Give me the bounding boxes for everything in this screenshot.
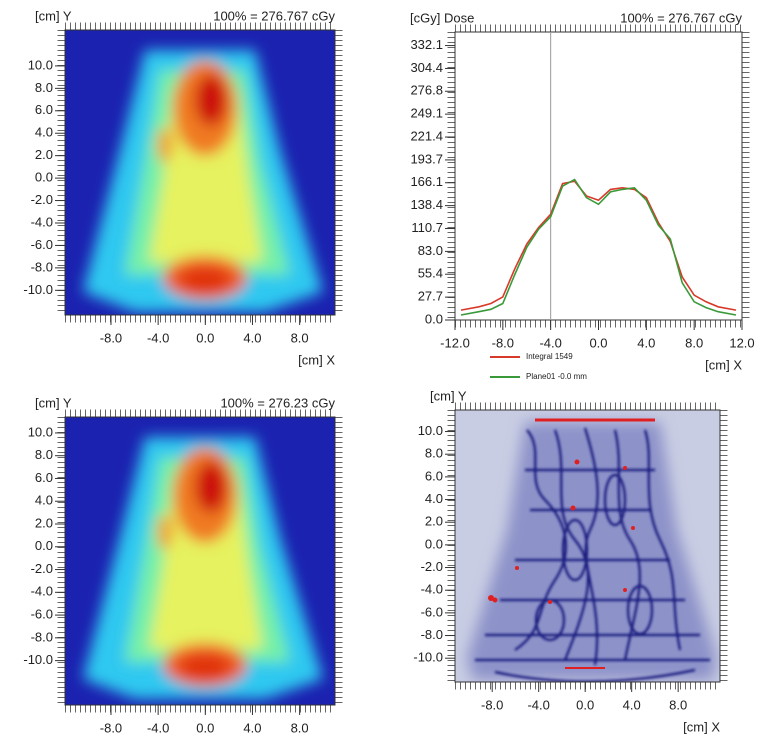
- y-tick-label: -2.0: [421, 559, 443, 574]
- x-tick-label: 12.0: [729, 335, 754, 350]
- y-tick-label: 8.0: [35, 80, 53, 95]
- x-tick-label: 8.0: [669, 697, 687, 712]
- gamma-map: [455, 410, 720, 682]
- plot-frame: [64, 416, 336, 706]
- x-axis-label: [cm] X: [298, 352, 335, 367]
- y-axis-label: [cm] Y: [35, 395, 72, 410]
- annotation: 100% = 276.767 cGy: [213, 8, 335, 23]
- y-tick-label: 2.0: [35, 147, 53, 162]
- annotation: 100% = 276.23 cGy: [220, 395, 335, 410]
- x-tick-label: -8.0: [100, 720, 122, 735]
- y-tick-label: -4.0: [31, 214, 53, 229]
- y-tick-label: 10.0: [28, 424, 53, 439]
- y-tick-label: 276.8: [410, 83, 443, 98]
- y-tick-label: 83.0: [418, 243, 443, 258]
- plot-frame: [454, 31, 743, 321]
- y-tick-label: -10.0: [23, 282, 53, 297]
- x-tick-label: 4.0: [243, 720, 261, 735]
- x-tick-label: 4.0: [637, 335, 655, 350]
- y-tick-label: 332.1: [410, 37, 443, 52]
- y-tick-label: 0.0: [35, 170, 53, 185]
- y-tick-label: 0.0: [35, 538, 53, 553]
- x-tick-label: -4.0: [147, 720, 169, 735]
- y-tick-label: -6.0: [31, 237, 53, 252]
- x-tick-label: 0.0: [196, 330, 214, 345]
- plot-frame: [64, 29, 336, 316]
- y-axis-label: [cm] Y: [35, 8, 72, 23]
- y-tick-label: -10.0: [23, 652, 53, 667]
- series-line: [460, 180, 737, 311]
- x-tick-label: -8.0: [492, 335, 514, 350]
- plot-frame: [454, 409, 721, 683]
- x-axis-label: [cm] X: [705, 357, 742, 372]
- dose-map: [65, 30, 335, 320]
- dose-map: [65, 417, 335, 707]
- x-tick-label: -4.0: [527, 697, 549, 712]
- y-tick-label: 221.4: [410, 128, 443, 143]
- y-tick-label: -6.0: [31, 607, 53, 622]
- x-axis-label: [cm] X: [683, 719, 720, 734]
- series-line: [460, 178, 737, 316]
- x-tick-label: 4.0: [623, 697, 641, 712]
- legend-label: Integral 1549: [526, 352, 573, 361]
- y-tick-label: -8.0: [31, 629, 53, 644]
- x-tick-label: 0.0: [589, 335, 607, 350]
- legend-label: Plane01 -0.0 mm: [526, 372, 587, 381]
- y-tick-label: 0.0: [425, 311, 443, 326]
- y-tick-label: -8.0: [31, 259, 53, 274]
- y-tick-label: -10.0: [413, 650, 443, 665]
- y-tick-label: -4.0: [31, 584, 53, 599]
- y-tick-label: 2.0: [425, 514, 443, 529]
- y-tick-label: 55.4: [418, 266, 443, 281]
- y-tick-label: 4.0: [35, 125, 53, 140]
- y-tick-label: 8.0: [425, 446, 443, 461]
- x-tick-label: 8.0: [685, 335, 703, 350]
- y-tick-label: 10.0: [418, 423, 443, 438]
- y-tick-label: 138.4: [410, 197, 443, 212]
- y-tick-label: 166.1: [410, 174, 443, 189]
- y-tick-label: 10.0: [28, 57, 53, 72]
- y-tick-label: -2.0: [31, 561, 53, 576]
- y-tick-label: 304.4: [410, 60, 443, 75]
- y-tick-label: 27.7: [418, 289, 443, 304]
- y-tick-label: -4.0: [421, 582, 443, 597]
- y-tick-label: 6.0: [35, 470, 53, 485]
- x-tick-label: -8.0: [481, 697, 503, 712]
- annotation: 100% = 276.767 cGy: [620, 10, 742, 25]
- y-tick-label: 2.0: [35, 515, 53, 530]
- y-tick-label: 8.0: [35, 447, 53, 462]
- x-tick-label: 8.0: [291, 720, 309, 735]
- x-tick-label: -8.0: [100, 330, 122, 345]
- y-tick-label: 0.0: [425, 536, 443, 551]
- y-tick-label: 193.7: [410, 151, 443, 166]
- y-tick-label: -6.0: [421, 604, 443, 619]
- y-axis-label: [cm] Y: [430, 388, 467, 403]
- x-tick-label: 0.0: [576, 697, 594, 712]
- y-tick-label: 110.7: [411, 220, 443, 235]
- y-tick-label: 6.0: [35, 102, 53, 117]
- y-tick-label: 4.0: [425, 491, 443, 506]
- y-tick-label: 249.1: [410, 106, 443, 121]
- x-tick-label: 0.0: [196, 720, 214, 735]
- x-tick-label: -12.0: [440, 335, 470, 350]
- x-tick-label: -4.0: [539, 335, 561, 350]
- y-tick-label: 4.0: [35, 493, 53, 508]
- y-tick-label: -2.0: [31, 192, 53, 207]
- x-tick-label: 4.0: [243, 330, 261, 345]
- y-tick-label: -8.0: [421, 627, 443, 642]
- x-tick-label: 8.0: [291, 330, 309, 345]
- y-axis-label: [cGy] Dose: [410, 10, 474, 25]
- x-tick-label: -4.0: [147, 330, 169, 345]
- y-tick-label: 6.0: [425, 468, 443, 483]
